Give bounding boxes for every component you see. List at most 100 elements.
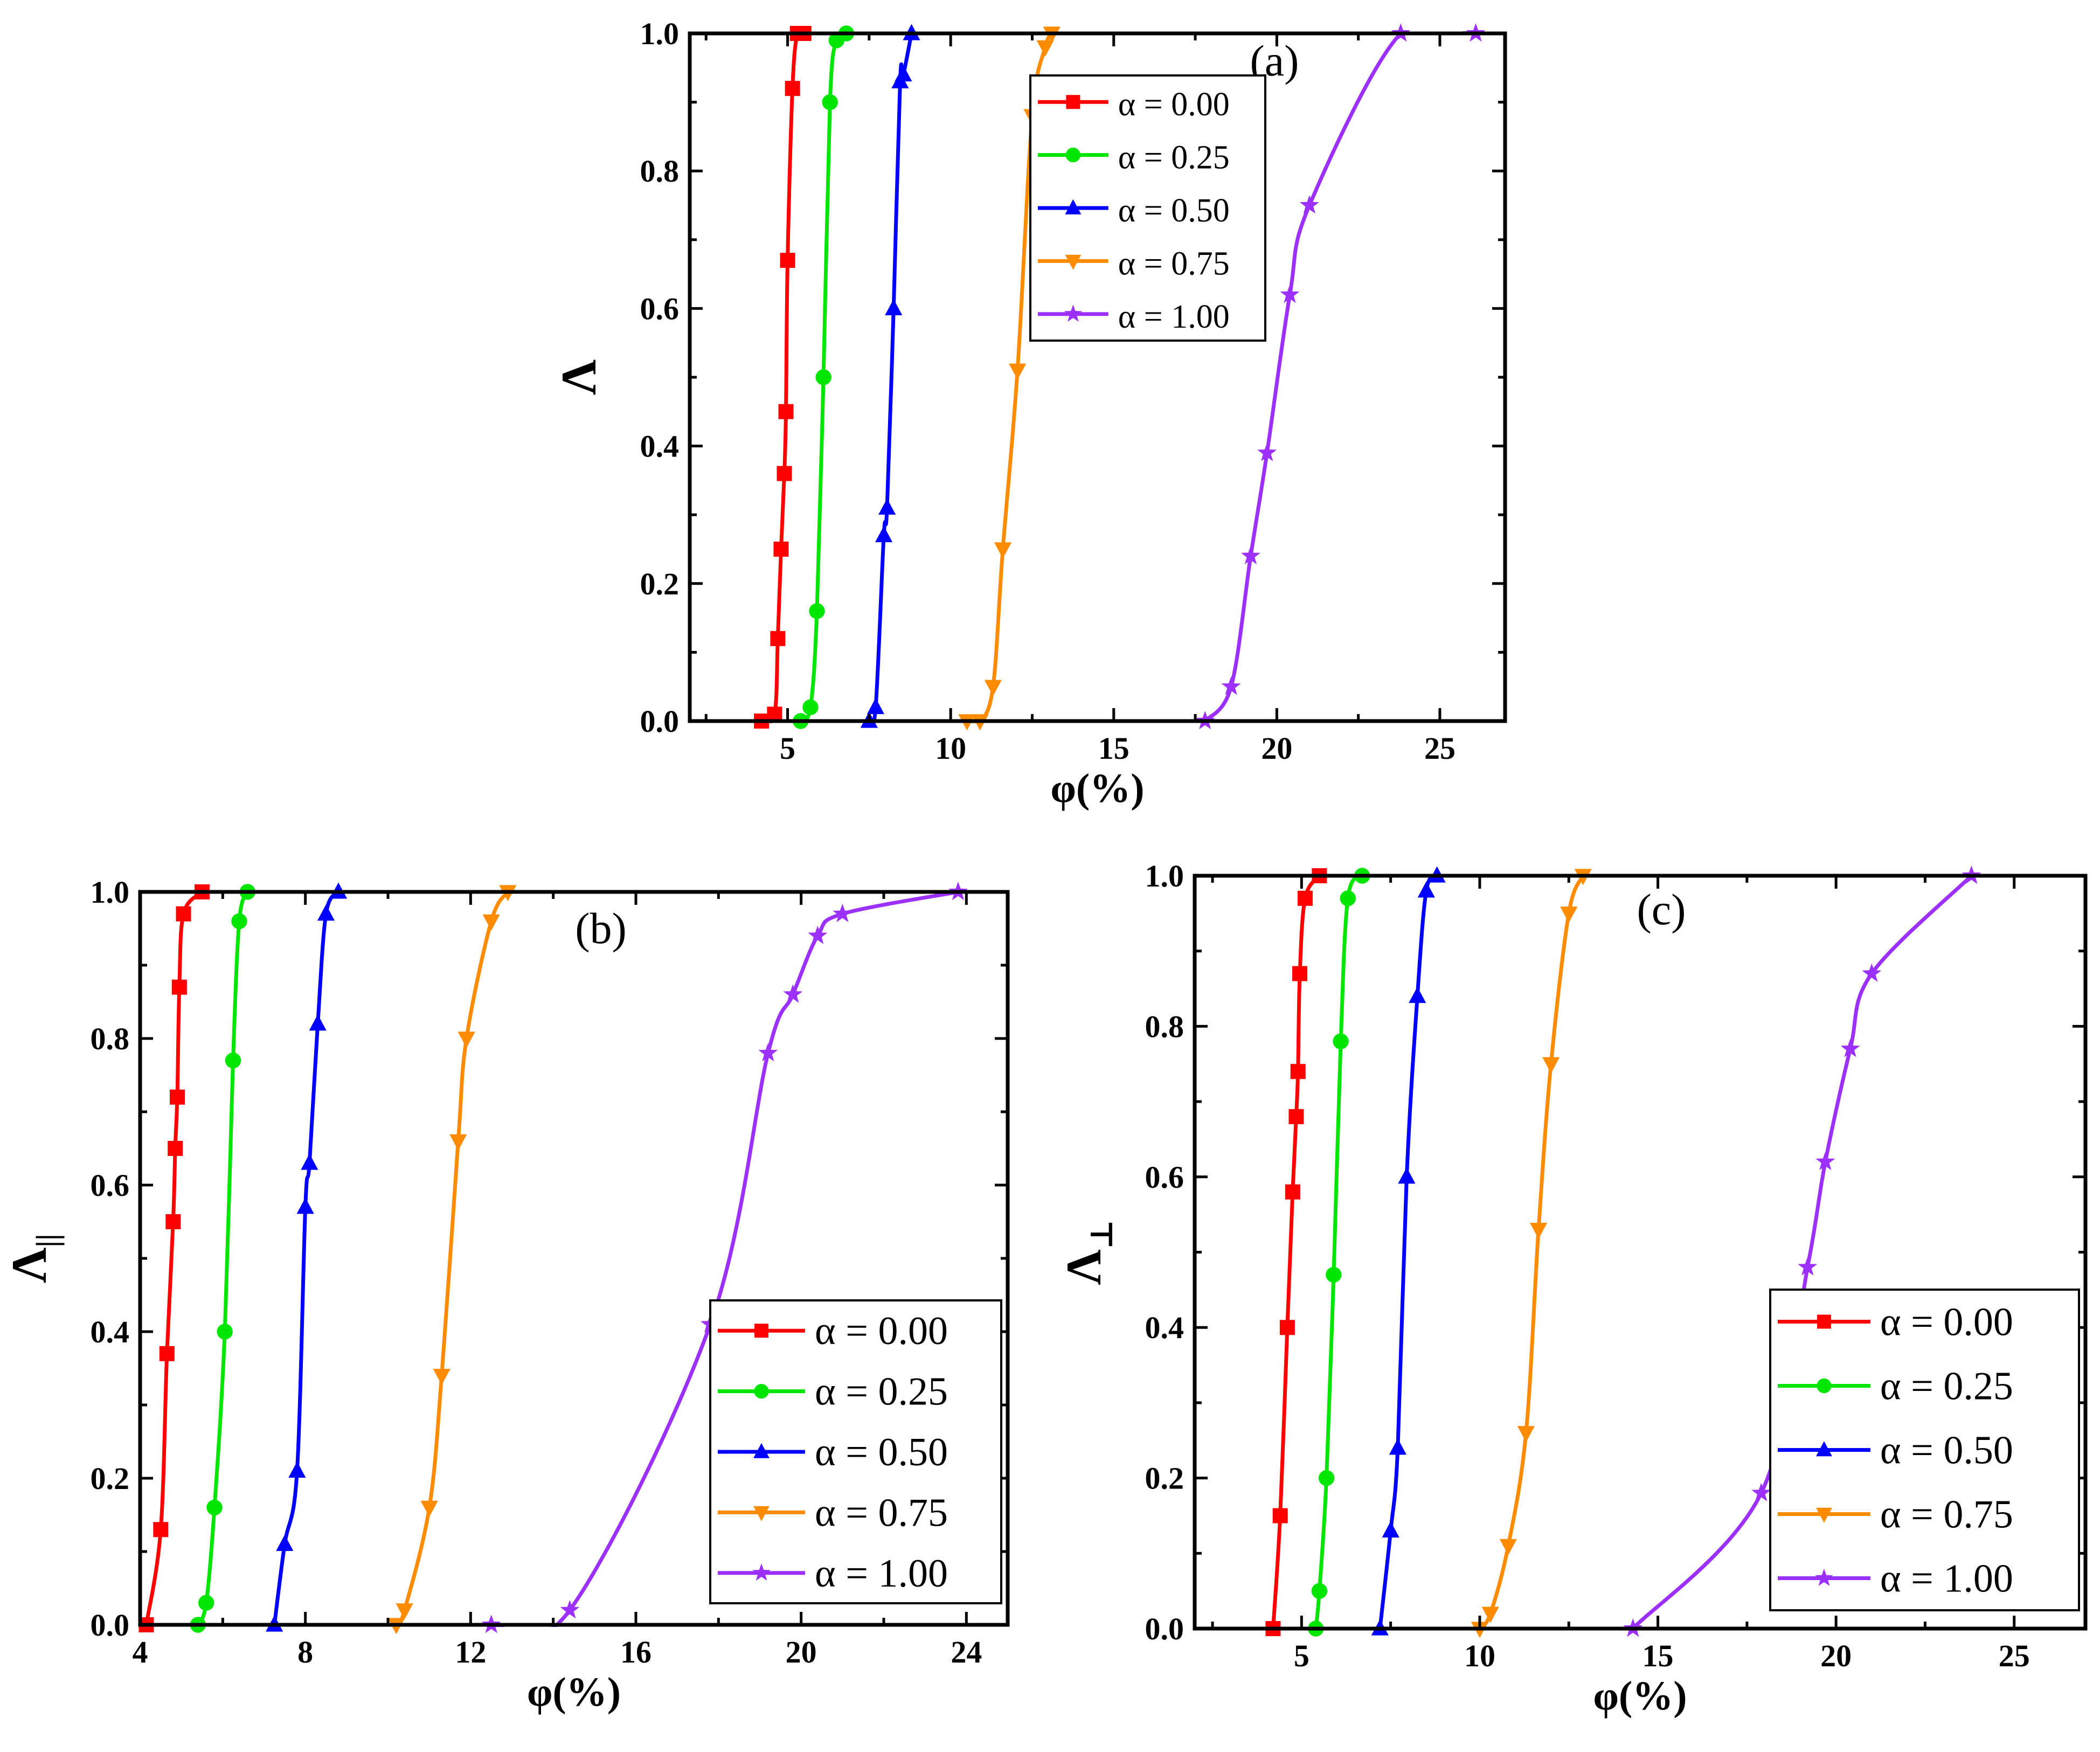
legend-swatch-marker	[1816, 1441, 1832, 1457]
data-point	[231, 913, 247, 930]
legend-label: α = 0.50	[1118, 192, 1230, 229]
legend-label: α = 1.00	[815, 1552, 948, 1596]
data-point	[785, 81, 800, 96]
legend-label: α = 0.75	[1118, 245, 1230, 282]
x-tick-label: 20	[1820, 1638, 1852, 1673]
data-point	[1751, 1483, 1771, 1501]
data-point	[1542, 1057, 1560, 1074]
data-point	[1318, 1470, 1335, 1486]
y-tick-label: 0.2	[1145, 1461, 1184, 1496]
y-tick-label: 0.8	[91, 1021, 130, 1056]
data-point	[171, 979, 187, 995]
data-point	[225, 1052, 241, 1069]
series-line	[965, 31, 1054, 723]
data-point	[168, 1141, 183, 1156]
legend-entry: α = 0.75	[1778, 1493, 2013, 1537]
y-axis: 0.0 0.2 0.4 0.6 0.8 1.0	[91, 875, 1008, 1643]
x-axis-title: φ(%)	[1593, 1673, 1687, 1719]
data-point	[296, 1197, 314, 1214]
legend-swatch-marker	[754, 1324, 768, 1338]
legend-swatch-marker	[1065, 199, 1082, 214]
series-line	[1271, 874, 1321, 1631]
series-line	[196, 890, 249, 1627]
legend-label: α = 0.50	[815, 1430, 948, 1474]
data-point	[1560, 906, 1578, 923]
x-tick-label: 5	[780, 731, 795, 766]
data-point	[420, 1500, 438, 1517]
data-point	[1297, 890, 1313, 906]
data-point	[1299, 195, 1319, 214]
data-point	[773, 542, 789, 557]
data-point	[778, 404, 794, 419]
legend: α = 0.00 α = 0.25 α = 0.50 α = 0.75 α = 1.00	[1029, 74, 1266, 342]
panel-label: (b)	[575, 904, 627, 953]
legend: α = 0.00 α = 0.25 α = 0.50 α = 0.75 α = 1.00	[709, 1299, 1002, 1604]
data-point	[1288, 1109, 1304, 1125]
series-line	[394, 890, 510, 1627]
x-tick-label: 12	[455, 1635, 486, 1670]
y-tick-label: 0.0	[1145, 1611, 1184, 1646]
data-point	[1279, 1320, 1295, 1335]
x-axis: 5 10 15 20 25	[704, 33, 1456, 766]
data-point	[1221, 676, 1241, 695]
data-point	[875, 525, 893, 543]
data-point	[1290, 1064, 1306, 1079]
data-point	[994, 542, 1012, 559]
data-point	[1285, 1184, 1300, 1200]
panel-label: (c)	[1637, 885, 1686, 934]
data-point	[1389, 1438, 1406, 1455]
series-line	[1203, 31, 1478, 723]
series-line	[867, 31, 913, 723]
legend-entry: α = 0.00	[1778, 1300, 2013, 1345]
data-point	[1798, 1257, 1818, 1276]
series-line	[1478, 874, 1585, 1631]
legend-label: α = 0.25	[1118, 140, 1230, 176]
x-axis: 5 10 15 20 25	[1211, 876, 2030, 1673]
data-point	[1499, 1539, 1517, 1555]
y-tick-label: 0.4	[1145, 1310, 1184, 1345]
x-tick-label: 24	[951, 1635, 982, 1670]
legend-label: α = 0.75	[1880, 1493, 2013, 1537]
data-point	[758, 1043, 778, 1062]
y-tick-label: 1.0	[1145, 858, 1184, 894]
data-point	[878, 498, 896, 515]
data-point	[808, 925, 828, 944]
data-point	[1417, 881, 1435, 898]
data-point	[984, 680, 1002, 696]
legend-swatch-marker	[1065, 147, 1081, 163]
legend-entry: α = 0.75	[1038, 245, 1230, 282]
legend-entry: α = 1.00	[1778, 1557, 2013, 1601]
data-point	[1340, 890, 1356, 906]
legend-entry: α = 0.00	[1038, 86, 1230, 123]
y-axis-subscript: ⊥	[1084, 1220, 1119, 1250]
y-tick-label: 0.6	[1145, 1160, 1184, 1195]
legend-label: α = 0.00	[815, 1309, 948, 1353]
legend-entry: α = 0.50	[718, 1430, 948, 1474]
data-point	[815, 369, 831, 385]
y-tick-label: 0.6	[640, 291, 680, 326]
series-line	[1314, 874, 1364, 1631]
y-axis: 0.0 0.2 0.4 0.6 0.8 1.0	[640, 16, 1505, 739]
data-point	[1036, 40, 1054, 57]
data-point	[1326, 1266, 1342, 1283]
panel-a: 5 10 15 20 250.00.20.40.60.81.0φ(%)Λ(a)α = 0…	[551, 16, 1507, 811]
data-point	[165, 1214, 181, 1229]
data-point	[396, 1603, 413, 1620]
y-tick-label: 0.4	[640, 429, 680, 464]
series-line	[759, 31, 806, 723]
x-tick-label: 20	[786, 1635, 817, 1670]
legend-swatch-marker	[1815, 1568, 1833, 1586]
legend-entry: α = 0.25	[1038, 140, 1230, 176]
data-point	[1815, 1152, 1835, 1171]
data-point	[1840, 1038, 1860, 1057]
legend-swatch-marker	[1064, 304, 1083, 322]
y-tick-label: 0.0	[640, 704, 680, 739]
data-point	[159, 1346, 175, 1361]
series-line	[144, 890, 204, 1627]
data-point	[1333, 1033, 1349, 1050]
data-point	[317, 904, 335, 921]
data-point	[1398, 1167, 1416, 1184]
data-point	[1311, 1583, 1328, 1599]
x-tick-label: 10	[1464, 1638, 1495, 1673]
legend-label: α = 0.00	[1118, 86, 1230, 123]
